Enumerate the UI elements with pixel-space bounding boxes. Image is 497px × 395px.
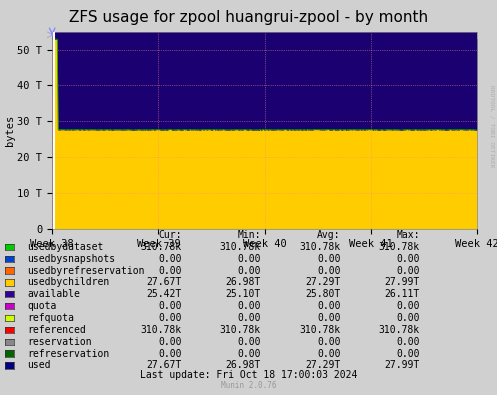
Text: ZFS usage for zpool huangrui-zpool - by month: ZFS usage for zpool huangrui-zpool - by … <box>69 10 428 25</box>
Text: 0.00: 0.00 <box>158 313 181 323</box>
Text: refreservation: refreservation <box>27 348 109 359</box>
Y-axis label: bytes: bytes <box>4 115 15 146</box>
Text: 310.78k: 310.78k <box>379 325 420 335</box>
Text: 0.00: 0.00 <box>238 301 261 311</box>
Text: RRDTOOL / TOBI OETIKER: RRDTOOL / TOBI OETIKER <box>490 85 495 167</box>
Text: 0.00: 0.00 <box>238 254 261 264</box>
Text: Avg:: Avg: <box>317 230 340 240</box>
Text: 0.00: 0.00 <box>397 301 420 311</box>
Text: 0.00: 0.00 <box>317 301 340 311</box>
Text: 26.11T: 26.11T <box>385 289 420 299</box>
Text: 0.00: 0.00 <box>158 337 181 347</box>
Text: Min:: Min: <box>238 230 261 240</box>
Text: 0.00: 0.00 <box>238 313 261 323</box>
Text: 0.00: 0.00 <box>317 313 340 323</box>
Text: 27.99T: 27.99T <box>385 360 420 371</box>
Text: available: available <box>27 289 80 299</box>
Text: 27.99T: 27.99T <box>385 277 420 288</box>
Text: 0.00: 0.00 <box>317 348 340 359</box>
Text: 25.10T: 25.10T <box>226 289 261 299</box>
Text: 310.78k: 310.78k <box>140 242 181 252</box>
Text: 310.78k: 310.78k <box>140 325 181 335</box>
Text: 27.29T: 27.29T <box>305 277 340 288</box>
Text: referenced: referenced <box>27 325 86 335</box>
Text: usedbyrefreservation: usedbyrefreservation <box>27 265 145 276</box>
Text: 27.67T: 27.67T <box>146 360 181 371</box>
Text: Last update: Fri Oct 18 17:00:03 2024: Last update: Fri Oct 18 17:00:03 2024 <box>140 370 357 380</box>
Text: 0.00: 0.00 <box>397 348 420 359</box>
Text: 25.80T: 25.80T <box>305 289 340 299</box>
Text: 0.00: 0.00 <box>158 301 181 311</box>
Text: 0.00: 0.00 <box>397 265 420 276</box>
Text: 0.00: 0.00 <box>317 254 340 264</box>
Text: 0.00: 0.00 <box>397 313 420 323</box>
Text: quota: quota <box>27 301 57 311</box>
Text: 0.00: 0.00 <box>397 254 420 264</box>
Text: 0.00: 0.00 <box>238 348 261 359</box>
Text: 310.78k: 310.78k <box>299 242 340 252</box>
Text: 25.42T: 25.42T <box>146 289 181 299</box>
Text: 0.00: 0.00 <box>158 265 181 276</box>
Text: Cur:: Cur: <box>158 230 181 240</box>
Text: refquota: refquota <box>27 313 75 323</box>
Text: usedbychildren: usedbychildren <box>27 277 109 288</box>
Text: 310.78k: 310.78k <box>220 325 261 335</box>
Text: 0.00: 0.00 <box>158 254 181 264</box>
Text: 310.78k: 310.78k <box>299 325 340 335</box>
Text: usedbysnapshots: usedbysnapshots <box>27 254 115 264</box>
Text: 310.78k: 310.78k <box>379 242 420 252</box>
Text: 27.67T: 27.67T <box>146 277 181 288</box>
Text: 0.00: 0.00 <box>317 337 340 347</box>
Text: 0.00: 0.00 <box>238 265 261 276</box>
Text: 26.98T: 26.98T <box>226 277 261 288</box>
Text: 26.98T: 26.98T <box>226 360 261 371</box>
Text: used: used <box>27 360 51 371</box>
Text: 0.00: 0.00 <box>317 265 340 276</box>
Text: Max:: Max: <box>397 230 420 240</box>
Text: reservation: reservation <box>27 337 92 347</box>
Text: 310.78k: 310.78k <box>220 242 261 252</box>
Text: 0.00: 0.00 <box>158 348 181 359</box>
Text: usedbydataset: usedbydataset <box>27 242 104 252</box>
Text: Munin 2.0.76: Munin 2.0.76 <box>221 382 276 390</box>
Text: 27.29T: 27.29T <box>305 360 340 371</box>
Text: 0.00: 0.00 <box>238 337 261 347</box>
Text: 0.00: 0.00 <box>397 337 420 347</box>
